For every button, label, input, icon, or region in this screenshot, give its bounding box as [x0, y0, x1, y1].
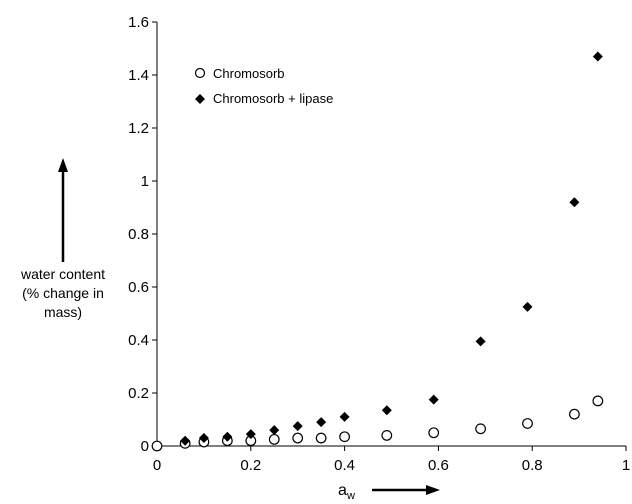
data-point-chromosorb-lipase	[269, 425, 280, 436]
x-label-subscript: w	[346, 490, 355, 502]
data-point-chromosorb-lipase	[292, 421, 303, 432]
x-tick-label: 0.8	[522, 457, 543, 474]
y-tick-label: 1.4	[128, 67, 149, 84]
legend-marker-chromosorb-lipase	[195, 94, 205, 104]
y-tick-label: 0.2	[128, 385, 149, 402]
data-point-chromosorb	[475, 423, 487, 435]
y-tick-label: 1.6	[128, 14, 149, 31]
data-point-chromosorb-lipase	[592, 51, 603, 62]
legend-label-chromosorb: Chromosorb	[213, 66, 285, 81]
legend-marker-chromosorb	[194, 67, 206, 79]
x-tick-label: 1	[622, 457, 630, 474]
data-point-chromosorb	[569, 408, 580, 420]
data-point-chromosorb	[151, 440, 163, 452]
data-points	[151, 51, 604, 452]
data-point-chromosorb	[339, 431, 351, 443]
data-point-chromosorb-lipase	[339, 411, 350, 422]
data-point-chromosorb-lipase	[428, 394, 439, 405]
y-label-arrow-head	[58, 158, 68, 172]
y-tick-label: 0.6	[128, 279, 149, 296]
ticks: 0 0.2 0.4 0.6 0.8 1 1.2 1.4 1.6 0 0.2 0.4 0.6 0.8 1	[128, 14, 630, 474]
y-axis-label: water content (% change in mass)	[20, 158, 105, 320]
series-chromosorb	[151, 395, 604, 452]
axes	[156, 22, 626, 447]
data-point-chromosorb	[522, 418, 533, 429]
x-tick-label: 0.2	[240, 457, 261, 474]
data-point-chromosorb-lipase	[316, 417, 327, 428]
data-point-chromosorb	[381, 430, 393, 441]
y-label-line-3: mass)	[44, 304, 82, 320]
y-tick-label: 1	[141, 173, 149, 190]
y-label-line-2: (% change in	[22, 285, 104, 301]
data-point-chromosorb	[315, 432, 327, 444]
x-label-arrow-head	[426, 485, 440, 495]
data-point-chromosorb	[268, 433, 280, 445]
y-tick-label: 0	[141, 438, 149, 455]
x-tick-label: 0.6	[428, 457, 449, 474]
data-point-chromosorb-lipase	[475, 336, 486, 347]
x-tick-label: 0	[153, 457, 161, 474]
y-tick-label: 0.4	[128, 332, 149, 349]
y-tick-label: 1.2	[128, 120, 149, 137]
data-point-chromosorb-lipase	[522, 301, 533, 312]
legend-label-chromosorb-lipase: Chromosorb + lipase	[213, 91, 333, 106]
x-label-main: a	[338, 482, 347, 499]
data-point-chromosorb-lipase	[569, 197, 580, 208]
data-point-chromosorb-lipase	[222, 431, 233, 442]
series-chromosorb-lipase	[180, 51, 603, 446]
data-point-chromosorb	[428, 427, 440, 439]
legend: Chromosorb Chromosorb + lipase	[194, 66, 333, 106]
y-tick-label: 0.8	[128, 226, 149, 243]
data-point-chromosorb	[592, 395, 604, 407]
data-point-chromosorb-lipase	[180, 435, 191, 446]
y-label-line-1: water content	[20, 266, 105, 282]
data-point-chromosorb	[292, 432, 304, 444]
data-point-chromosorb-lipase	[198, 433, 209, 444]
data-point-chromosorb-lipase	[245, 429, 256, 440]
x-tick-label: 0.4	[334, 457, 355, 474]
x-axis-label: a w	[338, 482, 440, 502]
data-point-chromosorb-lipase	[381, 405, 392, 416]
